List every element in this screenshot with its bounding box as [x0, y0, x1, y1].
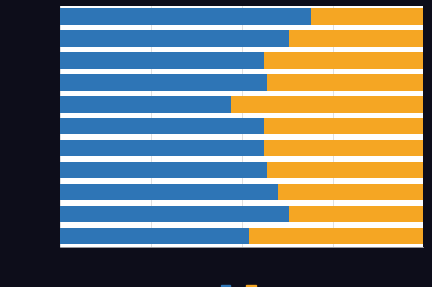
- Bar: [60, 206, 289, 222]
- Bar: [267, 74, 423, 91]
- Bar: [289, 30, 423, 47]
- Bar: [60, 184, 278, 200]
- Bar: [249, 228, 423, 244]
- Bar: [267, 162, 423, 178]
- Bar: [60, 228, 249, 244]
- Legend: , : ,: [216, 281, 267, 287]
- Bar: [60, 30, 289, 47]
- Bar: [278, 184, 423, 200]
- Bar: [264, 118, 423, 135]
- Bar: [60, 140, 264, 156]
- Bar: [264, 140, 423, 156]
- Bar: [60, 52, 264, 69]
- Bar: [289, 206, 423, 222]
- Bar: [60, 96, 231, 113]
- Bar: [311, 9, 423, 25]
- Bar: [60, 74, 267, 91]
- Bar: [60, 162, 267, 178]
- Bar: [231, 96, 423, 113]
- Bar: [264, 52, 423, 69]
- Bar: [60, 9, 311, 25]
- Bar: [60, 118, 264, 135]
